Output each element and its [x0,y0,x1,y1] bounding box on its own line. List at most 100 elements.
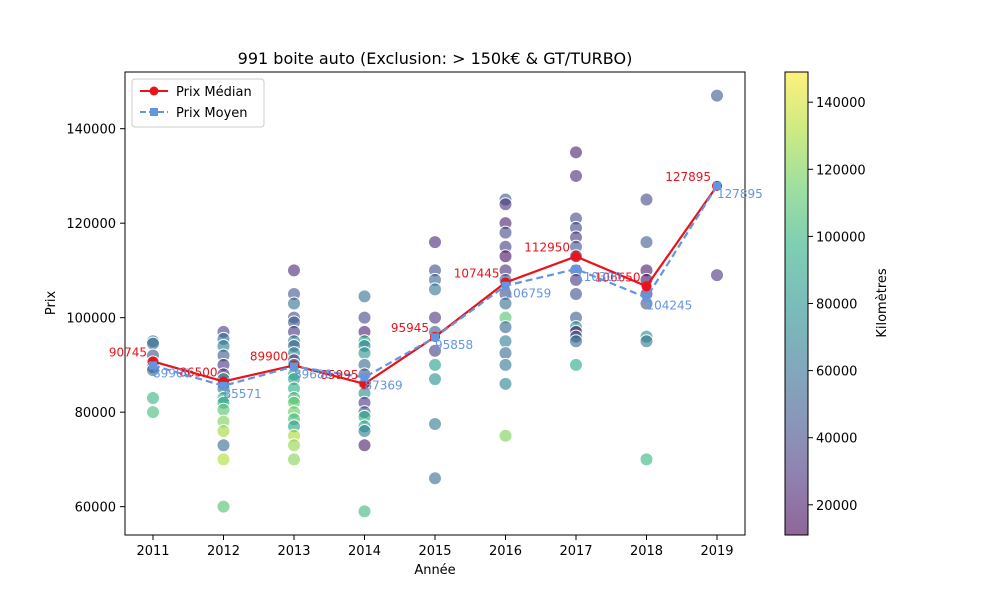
colorbar-tick-label: 60000 [816,365,857,380]
mean-marker [572,265,580,274]
scatter-point [498,197,513,212]
y-tick-label: 140000 [66,123,116,138]
mean-marker [290,362,298,371]
scatter-point [428,416,442,431]
legend-median-label: Prix Médian [176,85,252,100]
scatter-point [428,357,442,372]
x-axis-label: Année [414,563,455,578]
median-value-label: 107445 [454,266,500,280]
mean-marker [713,181,721,190]
scatter-point [428,235,442,250]
colorbar-label: Kilomètres [875,268,890,338]
median-value-label: 127895 [665,170,711,184]
mean-marker [431,333,439,342]
x-tick-label: 2016 [489,544,522,559]
y-tick-label: 80000 [75,406,116,421]
scatter-point [428,282,442,297]
scatter-point [357,424,372,439]
scatter-point [710,268,724,283]
scatter-point [498,334,513,349]
scatter-point [569,287,583,302]
colorbar-tick-label: 20000 [816,499,857,514]
mean-value-label: 89900 [153,366,191,380]
y-tick-label: 120000 [66,217,116,232]
colorbar-tick-label: 40000 [816,432,857,447]
colorbar-tick-label: 140000 [816,96,866,111]
median-marker [571,251,581,262]
colorbar-gradient [784,71,809,536]
scatter-point [569,357,583,372]
scatter-point [357,346,372,361]
scatter-point [498,357,513,372]
y-axis-ticks: 60000 80000 100000 120000 140000 [66,123,125,516]
scatter-point [357,310,372,325]
scatter-point [146,336,160,351]
scatter-point [357,438,372,453]
y-axis-label: Prix [44,291,59,316]
scatter-point [639,334,654,349]
x-tick-label: 2012 [207,544,240,559]
median-value-label: 95945 [391,321,429,335]
median-value-label: 86500 [179,365,217,379]
legend-mean-marker [150,108,158,116]
mean-value-label: 95858 [435,338,473,352]
x-tick-label: 2019 [700,544,733,559]
legend-mean-label: Prix Moyen [176,106,248,121]
scatter-point [146,390,160,405]
scatter-point [569,272,583,287]
scatter-point [428,310,442,325]
scatter-point [569,145,583,160]
scatter-point [428,372,442,387]
median-value-label: 90745 [109,345,147,359]
median-value-label: 106650 [595,270,641,284]
chart-title: 991 boite auto (Exclusion: > 150k€ & GT/… [238,49,633,68]
x-tick-label: 2013 [277,544,310,559]
scatter-point [639,235,654,250]
scatter-point [498,346,513,361]
mean-marker [149,361,157,370]
scatter-point [710,88,724,103]
median-value-label: 85995 [320,368,358,382]
scatter-point [428,471,442,486]
mean-value-label: 106759 [506,287,552,301]
colorbar-tick-label: 100000 [816,230,866,245]
y-tick-label: 60000 [75,501,116,516]
mean-marker [642,293,651,302]
scatter-point [146,405,160,420]
mean-value-label: 85571 [224,387,262,401]
scatter-point [498,376,513,391]
mean-value-label: 127895 [717,187,763,201]
scatter-point [287,263,301,278]
scatter-point [287,452,301,467]
scatter-point [498,428,513,443]
scatter-point [498,320,513,335]
scatter-point [428,343,442,358]
x-tick-label: 2018 [630,544,663,559]
median-value-label: 112950 [524,240,570,254]
legend: Prix Médian Prix Moyen [131,78,265,128]
scatter-point [498,296,513,311]
mean-value-label: 89680 [294,367,332,381]
scatter-point [639,452,654,467]
scatter-point [216,452,231,467]
scatter-point [639,192,654,207]
scatter-point [498,225,513,240]
mean-value-label: 110300 [576,270,622,284]
scatter-point [357,504,372,519]
colorbar: 20000 40000 60000 80000 100000 120000 140000 K… [784,71,890,536]
mean-value-label: 104245 [647,299,693,313]
mean-marker [360,373,369,382]
scatter-point [216,499,231,514]
colorbar-tick-label: 80000 [816,298,857,313]
mean-marker [501,281,510,290]
scatter-point [216,402,231,417]
scatter-point [287,438,301,453]
scatter-point [569,168,583,183]
x-tick-label: 2017 [559,544,592,559]
scatter-point [287,296,301,311]
x-axis-ticks: 2011 2012 2013 2014 2015 2016 2017 2018 2019 [136,535,734,559]
colorbar-tick-label: 120000 [816,163,866,178]
mean-marker [219,381,228,390]
mean-value-label: 87369 [365,378,403,392]
